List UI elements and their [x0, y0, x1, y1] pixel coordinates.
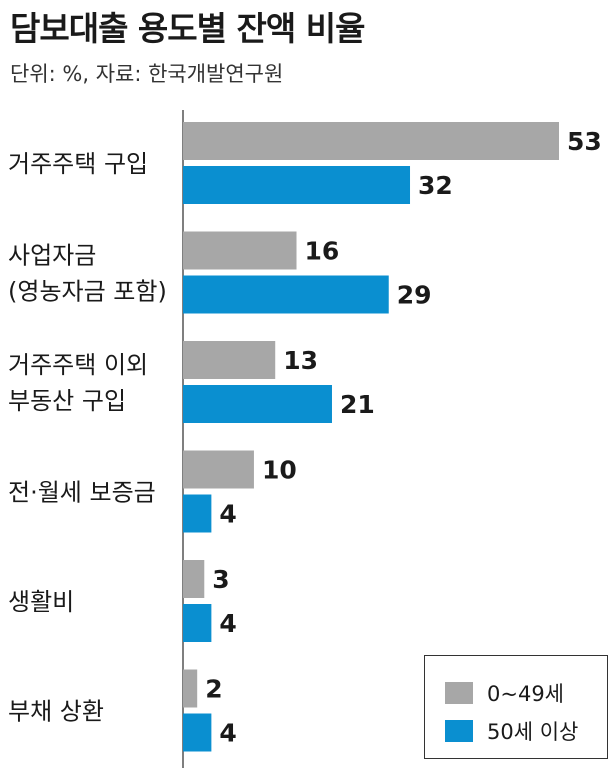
bar-age-50-plus-cat-3	[183, 494, 212, 533]
category-label-3-line-0: 전·월세 보증금	[8, 479, 156, 507]
bar-age-0-49-cat-5	[183, 669, 198, 708]
category-label-0-line-0: 거주주택 구입	[8, 150, 148, 178]
bar-age-0-49-cat-0	[183, 122, 559, 160]
bar-age-0-49-cat-4	[183, 560, 205, 598]
legend-item-0-49: 0~49세	[445, 678, 564, 708]
legend-label-0-49: 0~49세	[487, 682, 564, 706]
bar-age-50-plus-cat-0	[183, 166, 411, 204]
category-label-2-line-1: 부동산 구입	[8, 387, 126, 415]
data-label-age-50-plus-cat-5: 4	[219, 719, 236, 748]
legend-swatch-0-49	[445, 682, 473, 704]
bar-age-50-plus-cat-2	[183, 385, 332, 423]
bar-age-0-49-cat-2	[183, 341, 276, 379]
legend-label-50-plus: 50세 이상	[487, 720, 579, 744]
category-label-2-line-0: 거주주택 이외	[8, 351, 148, 379]
data-label-age-50-plus-cat-1: 29	[397, 281, 432, 310]
data-label-age-50-plus-cat-2: 21	[340, 390, 375, 419]
data-label-age-50-plus-cat-0: 32	[418, 171, 453, 200]
data-label-age-0-49-cat-1: 16	[305, 237, 340, 266]
bar-age-0-49-cat-3	[183, 450, 254, 489]
bar-age-0-49-cat-1	[183, 231, 297, 270]
chart-title: 담보대출 용도별 잔액 비율	[10, 9, 365, 48]
data-label-age-0-49-cat-2: 13	[283, 346, 318, 375]
category-label-4-line-0: 생활비	[8, 588, 74, 616]
category-label-1-line-1: (영농자금 포함)	[8, 278, 167, 306]
unit-source-note: 단위: %, 자료: 한국개발연구원	[10, 62, 284, 86]
bar-age-50-plus-cat-1	[183, 275, 389, 314]
bar-age-50-plus-cat-4	[183, 604, 212, 642]
legend-item-50-plus: 50세 이상	[445, 716, 578, 746]
data-label-age-0-49-cat-5: 2	[205, 675, 222, 704]
data-label-age-0-49-cat-4: 3	[212, 565, 229, 594]
data-label-age-50-plus-cat-3: 4	[219, 500, 236, 529]
bar-age-50-plus-cat-5	[183, 713, 212, 752]
legend: 0~49세 50세 이상	[424, 655, 608, 759]
data-label-age-50-plus-cat-4: 4	[219, 609, 236, 638]
data-label-age-0-49-cat-3: 10	[262, 456, 297, 485]
category-label-1-line-0: 사업자금	[8, 242, 96, 270]
category-label-5-line-0: 부채 상환	[8, 698, 104, 726]
data-label-age-0-49-cat-0: 53	[567, 127, 602, 156]
legend-swatch-50-plus	[445, 720, 473, 742]
